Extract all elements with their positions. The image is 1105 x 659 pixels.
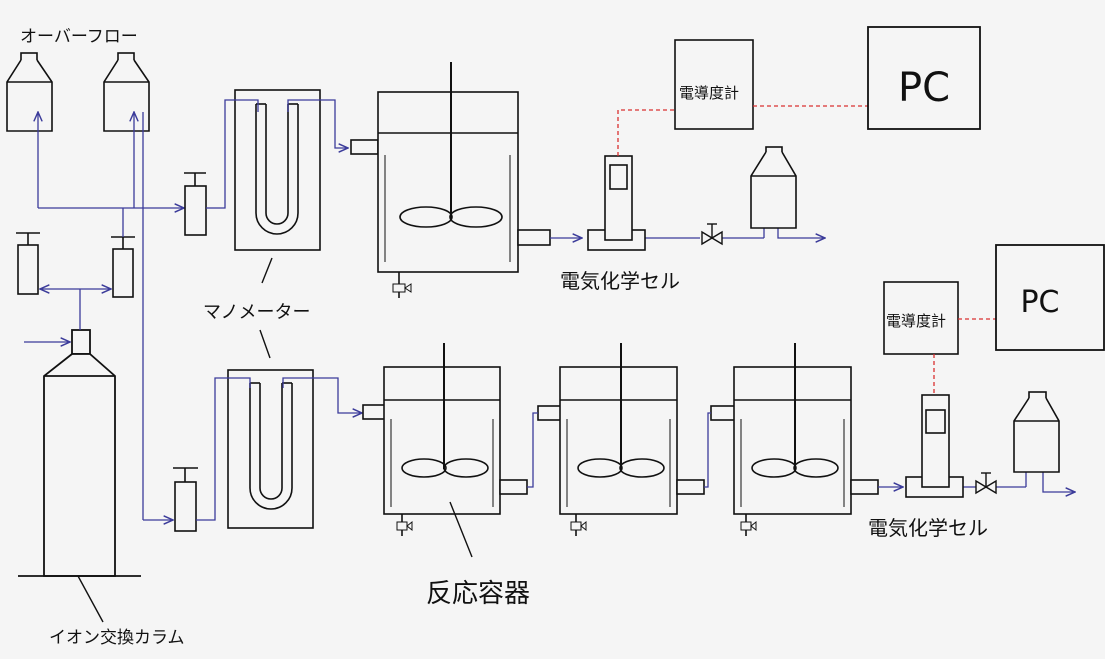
pc-bottom-box (995, 244, 1105, 351)
valve-top (184, 172, 207, 236)
reactor-bottom-2 (537, 343, 705, 536)
pc-bottom-label: PC (1020, 285, 1059, 320)
overflow-tank-right (103, 52, 150, 132)
electrochemical-cell-bottom (905, 394, 964, 498)
conductivity-meter-top (674, 39, 754, 130)
reactor-label: 反応容器 (426, 579, 530, 609)
cell-top-label: 電気化学セル (560, 269, 680, 293)
electrochemical-cell-top (587, 155, 646, 251)
valve-left-1 (16, 232, 40, 295)
reactor-top (350, 62, 551, 298)
check-valve-bottom (975, 472, 997, 495)
signal-line-top (617, 105, 868, 156)
leader-lines (77, 257, 473, 623)
manometer-bottom (227, 369, 314, 529)
pipe-top-manometer (206, 99, 348, 209)
valve-left-2 (111, 236, 135, 298)
pipe-network-left (24, 112, 184, 520)
manometer-top (234, 89, 321, 251)
check-valve-top (701, 223, 723, 246)
overflow-tank-left (6, 52, 53, 132)
ion-column-label: イオン交換カラム (49, 628, 185, 648)
meter-top-label: 電導度計 (679, 84, 739, 102)
overflow-label: オーバーフロー (20, 27, 138, 47)
manometer-label: マノメーター (203, 302, 310, 323)
meter-bottom-label: 電導度計 (886, 312, 946, 330)
pc-top-label: PC (898, 65, 950, 111)
overflow-tank-bottom-right (1013, 391, 1060, 473)
reactor-bottom-1 (362, 343, 528, 536)
overflow-tank-top-right (750, 146, 797, 229)
pipe-bottom-manometer (196, 377, 362, 521)
ion-exchange-column (18, 329, 141, 577)
signal-line-bottom (933, 318, 996, 395)
conductivity-meter-bottom (883, 281, 959, 355)
reactor-bottom-3 (710, 343, 879, 536)
valve-bottom (173, 467, 198, 532)
cell-bottom-label: 電気化学セル (868, 516, 988, 540)
pc-top-box (867, 26, 981, 130)
